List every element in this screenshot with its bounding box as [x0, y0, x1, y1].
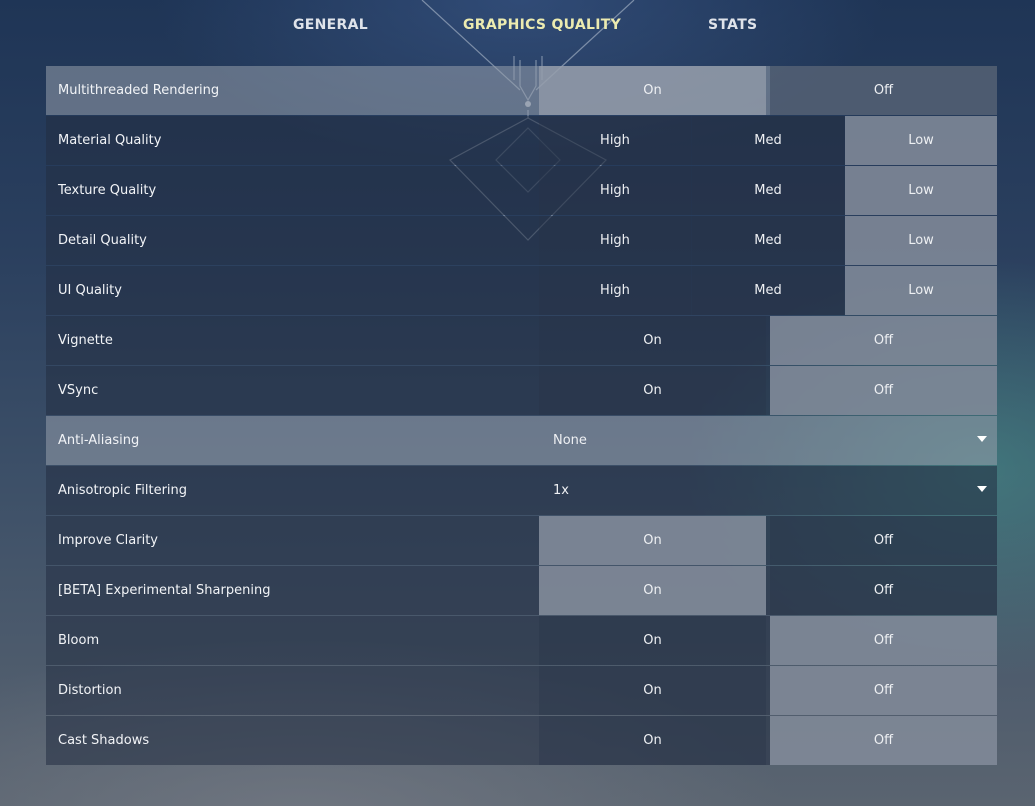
option-med-button[interactable]: Med	[692, 166, 844, 215]
dropdown-value: None	[553, 433, 587, 448]
option-off-button[interactable]: Off	[770, 316, 997, 365]
setting-material-quality: Material Quality High Med Low	[46, 116, 997, 165]
setting-vsync: VSync On Off	[46, 366, 997, 415]
tab-stats[interactable]: STATS	[708, 17, 758, 33]
setting-texture-quality: Texture Quality High Med Low	[46, 166, 997, 215]
setting-label: Detail Quality	[58, 233, 147, 248]
caret-down-icon	[977, 436, 987, 442]
option-high-button[interactable]: High	[539, 116, 691, 165]
option-low-button[interactable]: Low	[845, 266, 997, 315]
option-low-button[interactable]: Low	[845, 116, 997, 165]
setting-multithreaded-rendering: Multithreaded Rendering On Off	[46, 66, 997, 115]
setting-bloom: Bloom On Off	[46, 616, 997, 665]
setting-label: Material Quality	[58, 133, 162, 148]
option-on-button[interactable]: On	[539, 616, 766, 665]
option-med-button[interactable]: Med	[692, 266, 844, 315]
option-on-button[interactable]: On	[539, 716, 766, 765]
option-med-button[interactable]: Med	[692, 216, 844, 265]
setting-anti-aliasing: Anti-Aliasing None	[46, 416, 997, 465]
option-low-button[interactable]: Low	[845, 216, 997, 265]
tab-bar: GENERAL GRAPHICS QUALITY STATS	[0, 0, 1035, 54]
option-low-button[interactable]: Low	[845, 166, 997, 215]
setting-anisotropic-filtering: Anisotropic Filtering 1x	[46, 466, 997, 515]
tab-general[interactable]: GENERAL	[293, 17, 368, 33]
setting-label: Bloom	[58, 633, 100, 648]
setting-label: Anti-Aliasing	[58, 433, 140, 448]
setting-label: Vignette	[58, 333, 113, 348]
tab-graphics-quality[interactable]: GRAPHICS QUALITY	[463, 17, 622, 33]
option-off-button[interactable]: Off	[770, 666, 997, 715]
option-high-button[interactable]: High	[539, 266, 691, 315]
setting-improve-clarity: Improve Clarity On Off	[46, 516, 997, 565]
option-high-button[interactable]: High	[539, 166, 691, 215]
setting-label: VSync	[58, 383, 99, 398]
option-med-button[interactable]: Med	[692, 116, 844, 165]
setting-label: Anisotropic Filtering	[58, 483, 188, 498]
option-off-button[interactable]: Off	[770, 566, 997, 615]
setting-detail-quality: Detail Quality High Med Low	[46, 216, 997, 265]
dropdown-value: 1x	[553, 483, 569, 498]
anti-aliasing-dropdown[interactable]: None	[539, 416, 997, 465]
setting-label: Texture Quality	[58, 183, 157, 198]
caret-down-icon	[977, 486, 987, 492]
option-on-button[interactable]: On	[539, 316, 766, 365]
option-off-button[interactable]: Off	[770, 66, 997, 115]
setting-label: Distortion	[58, 683, 122, 698]
setting-vignette: Vignette On Off	[46, 316, 997, 365]
setting-label: Improve Clarity	[58, 533, 158, 548]
option-on-button[interactable]: On	[539, 66, 766, 115]
option-off-button[interactable]: Off	[770, 616, 997, 665]
setting-label: [BETA] Experimental Sharpening	[58, 583, 271, 598]
option-on-button[interactable]: On	[539, 516, 766, 565]
setting-distortion: Distortion On Off	[46, 666, 997, 715]
option-on-button[interactable]: On	[539, 666, 766, 715]
setting-label: Cast Shadows	[58, 733, 150, 748]
setting-label: Multithreaded Rendering	[58, 83, 220, 98]
settings-panel: Multithreaded Rendering On Off Material …	[46, 66, 997, 766]
setting-experimental-sharpening: [BETA] Experimental Sharpening On Off	[46, 566, 997, 615]
option-on-button[interactable]: On	[539, 366, 766, 415]
option-high-button[interactable]: High	[539, 216, 691, 265]
anisotropic-filtering-dropdown[interactable]: 1x	[539, 466, 997, 515]
setting-cast-shadows: Cast Shadows On Off	[46, 716, 997, 765]
option-off-button[interactable]: Off	[770, 366, 997, 415]
option-off-button[interactable]: Off	[770, 716, 997, 765]
option-on-button[interactable]: On	[539, 566, 766, 615]
setting-ui-quality: UI Quality High Med Low	[46, 266, 997, 315]
option-off-button[interactable]: Off	[770, 516, 997, 565]
setting-label: UI Quality	[58, 283, 122, 298]
